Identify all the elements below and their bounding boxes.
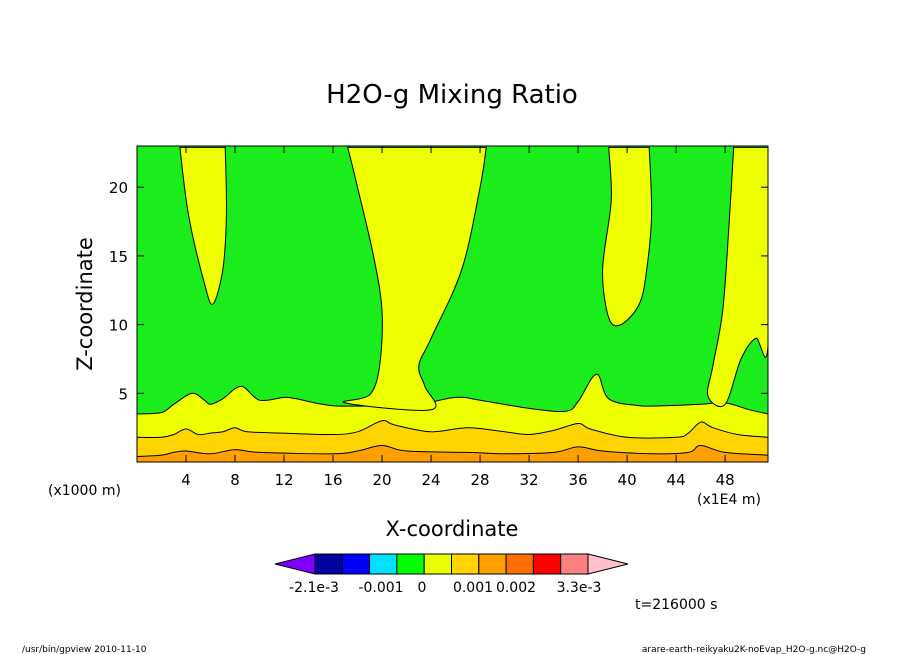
- x-tick-label: 24: [422, 471, 441, 489]
- x-tick-label: 44: [667, 471, 686, 489]
- time-label: t=216000 s: [635, 597, 717, 613]
- band-yellow-plume-3: [602, 146, 653, 327]
- footer-left: /usr/bin/gpview 2010-11-10: [22, 645, 147, 654]
- x-tick-label: 20: [373, 471, 392, 489]
- colorbar-swatch: [341, 553, 371, 575]
- y-tick-label: 5: [118, 385, 128, 403]
- colorbar-min-arrow: [274, 553, 316, 575]
- colorbar: [274, 553, 629, 575]
- colorbar-label: 0.002: [496, 580, 536, 596]
- x-tick-label: 28: [471, 471, 490, 489]
- x-tick-label: 40: [618, 471, 637, 489]
- colorbar-swatch: [396, 553, 425, 575]
- y-axis-ticks: 5 10 15 20: [109, 179, 768, 403]
- y-tick-label: 10: [109, 317, 128, 335]
- colorbar-swatch: [560, 553, 589, 575]
- x-axis-title: X-coordinate: [386, 517, 519, 541]
- x-tick-label: 4: [181, 471, 191, 489]
- x-tick-label: 48: [716, 471, 735, 489]
- colorbar-swatch: [478, 553, 507, 575]
- x-tick-label: 12: [274, 471, 293, 489]
- y-axis-title: Z-coordinate: [73, 237, 97, 371]
- colorbar-swatch: [314, 553, 343, 575]
- band-orange: [137, 444, 768, 462]
- x-axis-ticks: 4 8 12 16 20 24 28 32 36 40 44 48: [181, 146, 735, 489]
- x-scale-note: (x1E4 m): [697, 492, 761, 508]
- y-tick-label: 15: [109, 248, 128, 266]
- band-yellow-plume-1: [179, 146, 227, 305]
- x-tick-label: 32: [520, 471, 539, 489]
- footer-right: arare-earth-reikyaku2K-noEvap_H2O-g.nc@H…: [642, 645, 866, 654]
- contour-bands: [137, 146, 768, 462]
- x-unit-label: (x1000 m): [48, 483, 121, 499]
- colorbar-swatch: [369, 553, 398, 575]
- colorbar-label: -0.001: [358, 580, 403, 596]
- plot-frame: [136, 145, 769, 463]
- x-tick-label: 16: [323, 471, 342, 489]
- x-tick-label: 36: [569, 471, 588, 489]
- colorbar-label: -2.1e-3: [289, 580, 339, 596]
- band-yellow-plume-4: [707, 146, 768, 408]
- chart-title: H2O-g Mixing Ratio: [326, 80, 578, 110]
- colorbar-labels: -2.1e-3 -0.001 0 0.001 0.002 3.3e-3: [289, 580, 601, 596]
- colorbar-swatch: [532, 553, 562, 575]
- x-tick-label: 8: [230, 471, 240, 489]
- y-tick-label: 20: [109, 179, 128, 197]
- colorbar-swatch: [505, 553, 534, 575]
- colorbar-max-arrow: [587, 553, 629, 575]
- colorbar-swatch: [423, 553, 453, 575]
- colorbar-label: 0.001: [453, 580, 493, 596]
- colorbar-label: 0: [418, 580, 427, 596]
- band-yellow-plume-2: [342, 146, 487, 411]
- colorbar-swatch: [451, 553, 480, 575]
- colorbar-label: 3.3e-3: [557, 580, 602, 596]
